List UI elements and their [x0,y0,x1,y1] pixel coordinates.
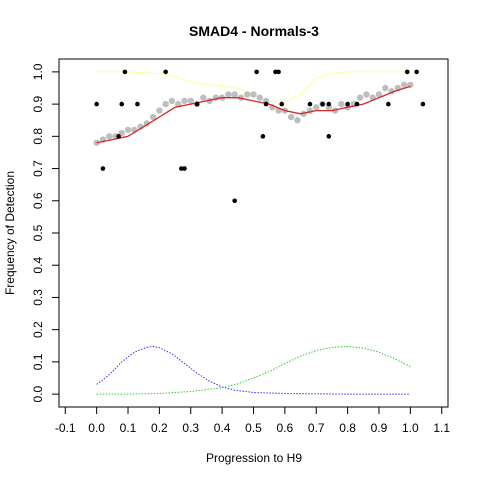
grey-point [125,127,131,133]
y-tick-label: 1.0 [31,63,45,80]
y-tick-label: 0.7 [31,160,45,177]
x-tick-label: 0.2 [151,421,168,435]
data-point [326,134,331,139]
x-tick-label: 0.8 [339,421,356,435]
data-point [386,102,391,107]
y-tick-label: 0.4 [31,257,45,274]
grey-point [181,98,187,104]
grey-point [257,94,263,100]
x-tick-label: 0.3 [182,421,199,435]
grey-point [250,91,256,97]
x-tick-label: 0.1 [120,421,137,435]
y-tick-label: 0.5 [31,224,45,241]
grey-point [200,94,206,100]
grey-point [363,91,369,97]
data-point [326,102,331,107]
data-point [264,102,269,107]
grey-point [288,114,294,120]
data-point [232,198,237,203]
data-point [320,102,325,107]
data-point [182,166,187,171]
data-point [308,102,313,107]
grey-point [338,101,344,107]
grey-point [156,107,162,113]
data-point [195,102,200,107]
data-point [254,70,259,75]
data-point [355,102,360,107]
x-tick-label: 0.6 [277,421,294,435]
data-point [101,166,106,171]
y-tick-label: 0.6 [31,192,45,209]
grey-point [244,91,250,97]
data-point [345,102,350,107]
grey-point [225,91,231,97]
grey-point [313,104,319,110]
y-tick-label: 0.9 [31,95,45,112]
data-point [405,70,410,75]
y-axis-label: Frequency of Detection [3,171,17,295]
data-point [94,102,99,107]
grey-point [106,133,112,139]
x-tick-label: 0.0 [88,421,105,435]
y-tick-label: 0.3 [31,289,45,306]
data-point [123,70,128,75]
x-axis-label: Progression to H9 [206,451,302,465]
data-point [116,134,121,139]
chart-title: SMAD4 - Normals-3 [189,23,319,39]
y-tick-label: 0.2 [31,321,45,338]
data-point [163,70,168,75]
x-tick-label: 0.7 [308,421,325,435]
data-point [135,102,140,107]
y-tick-label: 0.1 [31,353,45,370]
grey-point [357,94,363,100]
x-tick-label: 0.9 [371,421,388,435]
data-point [119,102,124,107]
x-tick-label: 1.0 [402,421,419,435]
data-point [421,102,426,107]
y-tick-label: 0.0 [31,385,45,402]
x-tick-label: 1.1 [433,421,450,435]
x-tick-label: 0.5 [245,421,262,435]
data-point [279,102,284,107]
data-point [414,70,419,75]
grey-point [294,117,300,123]
data-point [261,134,266,139]
x-tick-label: -0.1 [55,421,76,435]
grey-point [162,101,168,107]
grey-point [231,91,237,97]
grey-point [382,85,388,91]
x-tick-label: 0.4 [214,421,231,435]
data-point [276,70,281,75]
y-tick-label: 0.8 [31,128,45,145]
grey-point [169,98,175,104]
